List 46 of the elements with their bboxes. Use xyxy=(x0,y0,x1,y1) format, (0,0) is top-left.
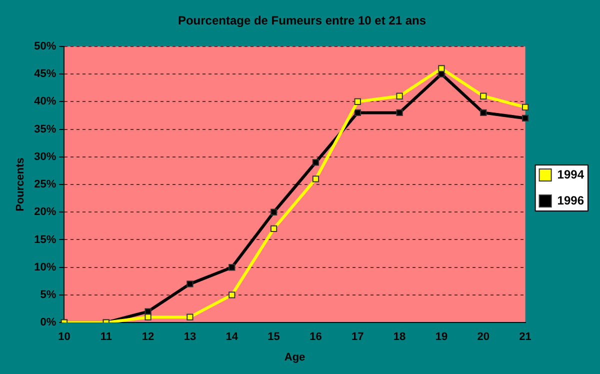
x-tick-label: 11 xyxy=(100,331,112,344)
y-tick-label: 40% xyxy=(34,96,56,108)
x-tick-label: 18 xyxy=(393,331,406,344)
y-tick-label: 50% xyxy=(34,40,56,52)
point xyxy=(354,109,361,116)
x-tick-label: 12 xyxy=(142,331,154,344)
point xyxy=(186,280,194,288)
point xyxy=(144,314,152,320)
y-tick-label: 45% xyxy=(34,68,56,80)
point xyxy=(312,159,320,166)
y-tick-label: 25% xyxy=(34,178,56,191)
point xyxy=(522,104,529,110)
x-tick-label: 19 xyxy=(435,331,448,344)
x-tick-label: 15 xyxy=(268,331,280,344)
point xyxy=(186,314,194,320)
x-tick-label: 17 xyxy=(352,331,364,344)
x-axis-title: Age xyxy=(284,351,306,364)
point xyxy=(438,65,445,72)
y-tick-label: 5% xyxy=(40,289,56,302)
x-tick-label: 14 xyxy=(226,331,239,344)
x-tick-label: 10 xyxy=(58,331,70,344)
y-tick-label: 0% xyxy=(40,316,56,329)
chart-title: Pourcentage de Fumeurs entre 10 et 21 ans xyxy=(178,14,426,28)
point xyxy=(396,109,403,116)
point xyxy=(312,176,320,182)
point xyxy=(480,92,487,100)
point xyxy=(270,225,278,232)
y-tick-label: 20% xyxy=(34,206,56,218)
point xyxy=(270,208,278,216)
legend-label: 1994 xyxy=(557,167,584,182)
point xyxy=(396,92,403,100)
point xyxy=(522,114,529,122)
y-tick-label: 35% xyxy=(34,123,56,136)
point xyxy=(480,109,487,116)
point xyxy=(228,264,236,271)
x-tick-label: 13 xyxy=(184,331,196,344)
legend-label: 1996 xyxy=(557,193,584,208)
x-tick-label: 20 xyxy=(477,331,490,344)
y-tick-label: 30% xyxy=(34,150,56,163)
x-tick-label: 21 xyxy=(519,331,532,344)
y-tick-label: 10% xyxy=(34,261,56,274)
x-tick-label: 16 xyxy=(310,331,322,344)
y-tick-label: 15% xyxy=(34,234,56,246)
y-axis-title: Pourcents xyxy=(14,158,27,212)
point xyxy=(228,292,236,298)
point xyxy=(354,98,361,105)
